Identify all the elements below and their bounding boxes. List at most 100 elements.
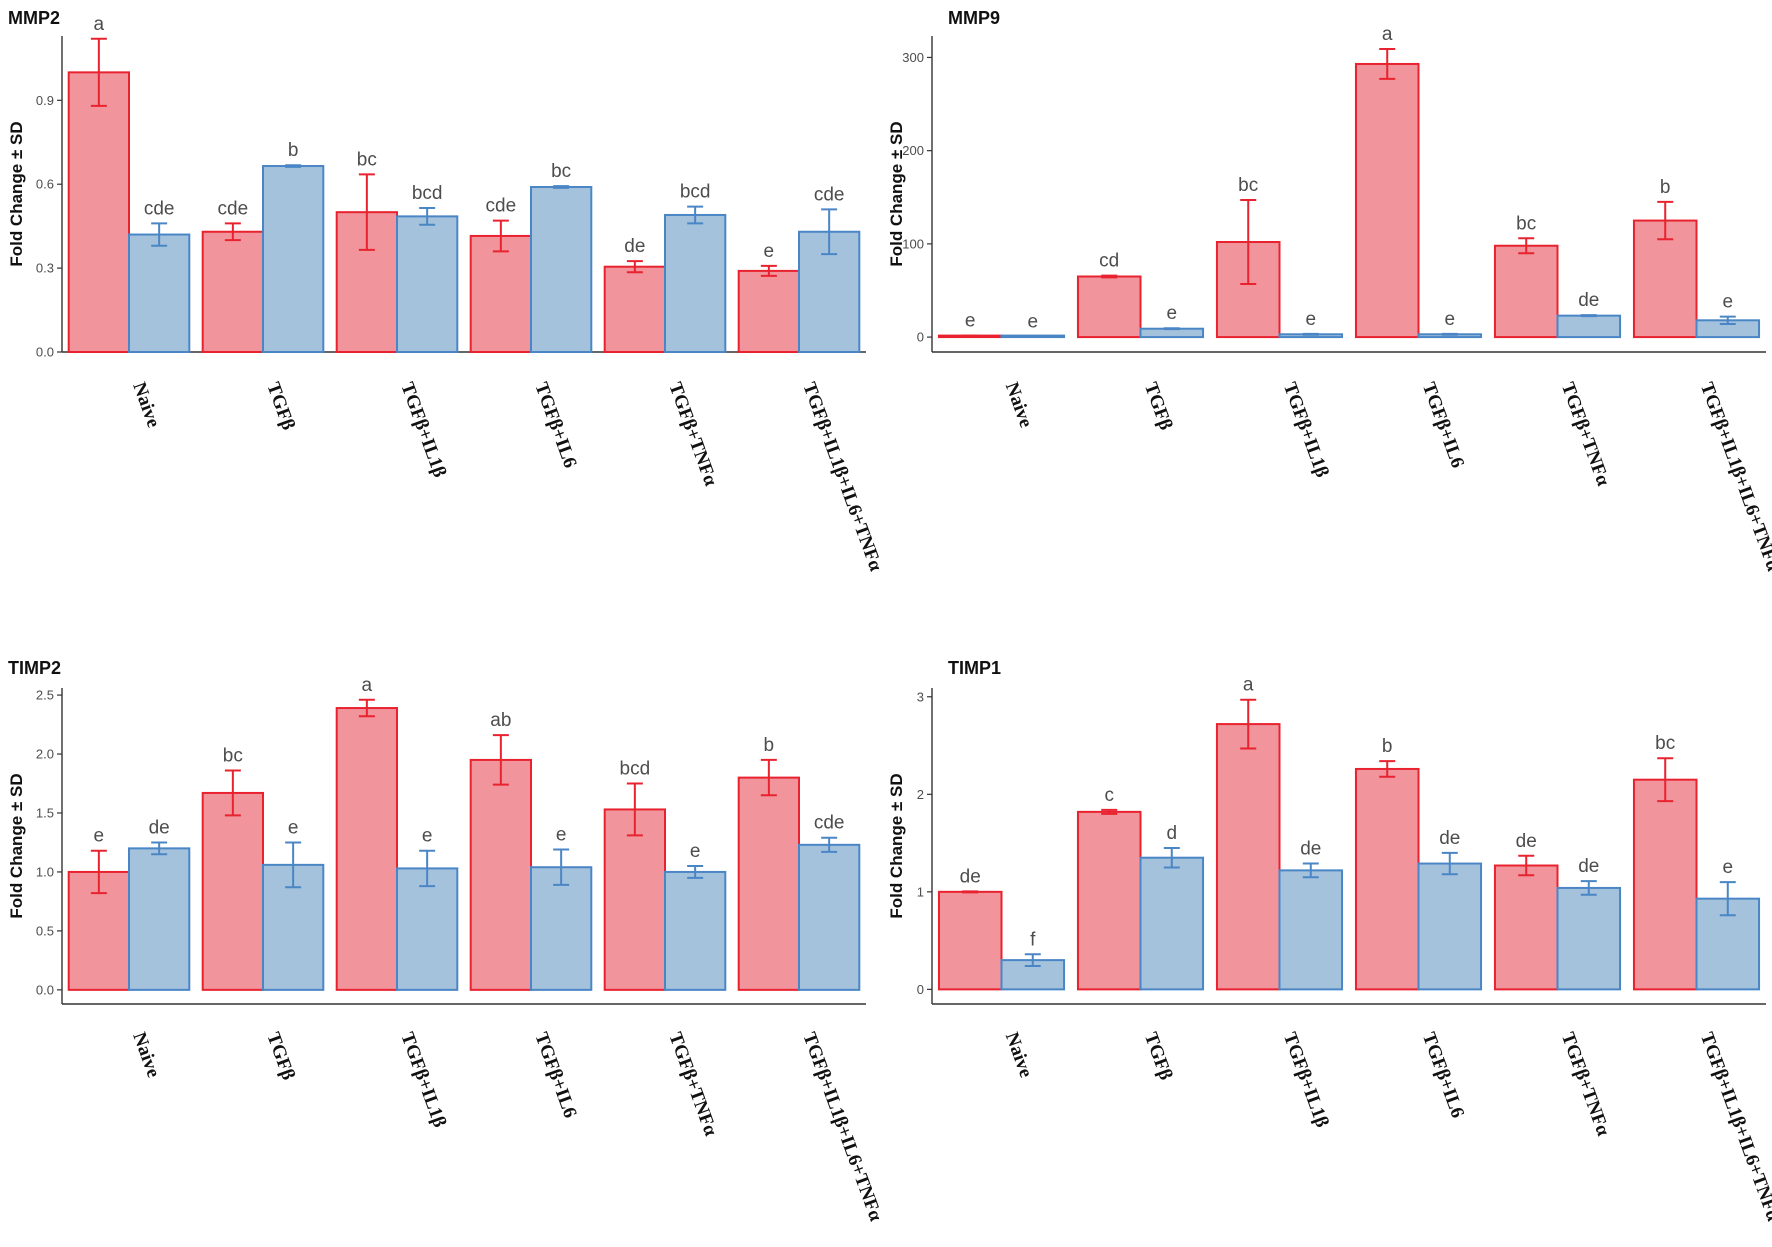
bar-series-1: [469, 758, 533, 991]
bar-series-1: [1632, 778, 1698, 991]
bar-series-1: [1354, 767, 1420, 991]
bar-series-2: [396, 867, 459, 991]
y-tick-label: 2.0: [36, 747, 54, 762]
significance-letter: de: [960, 866, 981, 887]
y-tick-label: 0: [917, 982, 924, 997]
bar-series-1: [201, 791, 264, 991]
panel-title: MMP2: [8, 8, 60, 28]
significance-letter: e: [288, 817, 299, 838]
y-tick-label: 0.0: [36, 345, 54, 360]
significance-letter: cde: [144, 198, 175, 219]
bar-series-2: [530, 866, 593, 991]
significance-letter: bcd: [620, 759, 651, 780]
significance-letter: e: [1722, 292, 1733, 313]
bar-series-2: [1278, 869, 1344, 991]
significance-letter: cde: [486, 196, 517, 217]
y-axis-label: Fold Change ± SD: [887, 121, 906, 266]
bar-series-1: [1354, 62, 1420, 339]
category-label: Naive: [1001, 380, 1037, 431]
bar-series-1: [737, 776, 801, 991]
y-tick-label: 0.6: [36, 177, 54, 192]
significance-letter: e: [690, 841, 701, 862]
significance-letter: bc: [223, 746, 243, 767]
bar-series-1: [937, 890, 1003, 991]
significance-letter: e: [1444, 309, 1455, 330]
category-label: Naive: [128, 1030, 164, 1081]
y-tick-label: 2.5: [36, 688, 54, 703]
y-tick-label: 3: [917, 689, 924, 704]
bar-series-1: [1076, 275, 1142, 339]
bar-series-2: [798, 843, 861, 991]
category-label: TGFβ+IL1β: [1279, 1030, 1333, 1131]
category-label: TGFβ+IL6: [530, 1030, 580, 1121]
significance-letter: bc: [357, 149, 377, 170]
significance-letter: f: [1030, 929, 1036, 950]
y-tick-label: 1.5: [36, 805, 54, 820]
category-label: Naive: [1001, 1030, 1037, 1081]
bar-series-2: [128, 847, 191, 991]
significance-letter: bcd: [680, 182, 711, 203]
y-tick-label: 300: [902, 50, 924, 65]
panel-timp2: TIMP2 Fold Change ± SD 0.0 0.5 1.0 1.5 2.0 2.5 e…: [7, 658, 886, 1224]
category-label: TGFβ+TNFα: [664, 380, 721, 490]
bar-series-1: [335, 707, 399, 991]
significance-letter: e: [94, 826, 105, 847]
significance-letter: de: [1578, 290, 1599, 311]
category-label: TGFβ+IL1β: [396, 1030, 450, 1131]
significance-letter: e: [1722, 857, 1733, 878]
significance-letter: de: [1300, 839, 1321, 860]
bar-series-1: [603, 808, 667, 991]
significance-letter: e: [1027, 311, 1038, 332]
significance-letter: bc: [551, 161, 571, 182]
panel-title: MMP9: [948, 8, 1000, 28]
category-label: TGFβ+IL1β+IL6+TNFα: [798, 1030, 886, 1225]
bar-series-1: [603, 265, 667, 354]
significance-letter: bc: [1516, 213, 1536, 234]
significance-letter: de: [1439, 828, 1460, 849]
panel-title: TIMP1: [948, 658, 1001, 678]
bar-series-2: [262, 165, 325, 353]
significance-letter: bc: [1238, 175, 1258, 196]
panel-timp1: TIMP1 Fold Change ± SD 0 1 2 3 de c a b de bc f d de de…: [887, 658, 1772, 1224]
y-tick-label: 100: [902, 236, 924, 251]
y-axis-label: Fold Change ± SD: [7, 121, 26, 266]
bar-series-2: [1556, 886, 1622, 991]
significance-letter: e: [764, 241, 775, 262]
significance-letter: b: [288, 140, 299, 161]
y-axis-label: Fold Change ± SD: [887, 773, 906, 918]
significance-letter: cd: [1099, 251, 1119, 272]
significance-letter: bc: [1655, 733, 1675, 754]
bar-series-2: [1556, 314, 1622, 339]
bar-series-1: [469, 234, 533, 353]
significance-letter: a: [94, 14, 105, 35]
bar-series-2: [128, 233, 191, 353]
significance-letter: d: [1166, 823, 1177, 844]
category-label: TGFβ+IL1β+IL6+TNFα: [1696, 1030, 1772, 1225]
y-tick-label: 0.9: [36, 93, 54, 108]
y-tick-label: 200: [902, 143, 924, 158]
significance-letter: ab: [490, 710, 511, 731]
significance-letter: e: [1166, 303, 1177, 324]
significance-letter: a: [1382, 24, 1393, 45]
y-tick-label: 2: [917, 787, 924, 802]
panel-mmp9: MMP9 Fold Change ± SD 0 100 200 300 e cd bc a bc b e…: [887, 8, 1772, 574]
category-label: TGFβ+IL1β+IL6+TNFα: [798, 380, 886, 575]
category-label: TGFβ+TNFα: [1557, 1030, 1614, 1140]
bar-series-1: [1493, 244, 1559, 339]
significance-letter: a: [1243, 675, 1254, 696]
bar-series-1: [67, 71, 130, 354]
significance-letter: a: [362, 675, 373, 696]
category-label: Naive: [128, 380, 164, 431]
significance-letter: cde: [814, 813, 845, 834]
significance-letter: c: [1104, 785, 1114, 806]
significance-letter: bcd: [412, 183, 443, 204]
significance-letter: de: [149, 817, 170, 838]
category-label: TGFβ+IL6: [1418, 1030, 1468, 1121]
bar-series-1: [1076, 810, 1142, 991]
category-label: TGFβ+IL6: [530, 380, 580, 471]
category-label: TGFβ+IL6: [1418, 380, 1468, 471]
bar-series-2: [664, 870, 727, 991]
significance-letter: b: [1660, 177, 1671, 198]
category-label: TGFβ: [262, 1030, 299, 1083]
